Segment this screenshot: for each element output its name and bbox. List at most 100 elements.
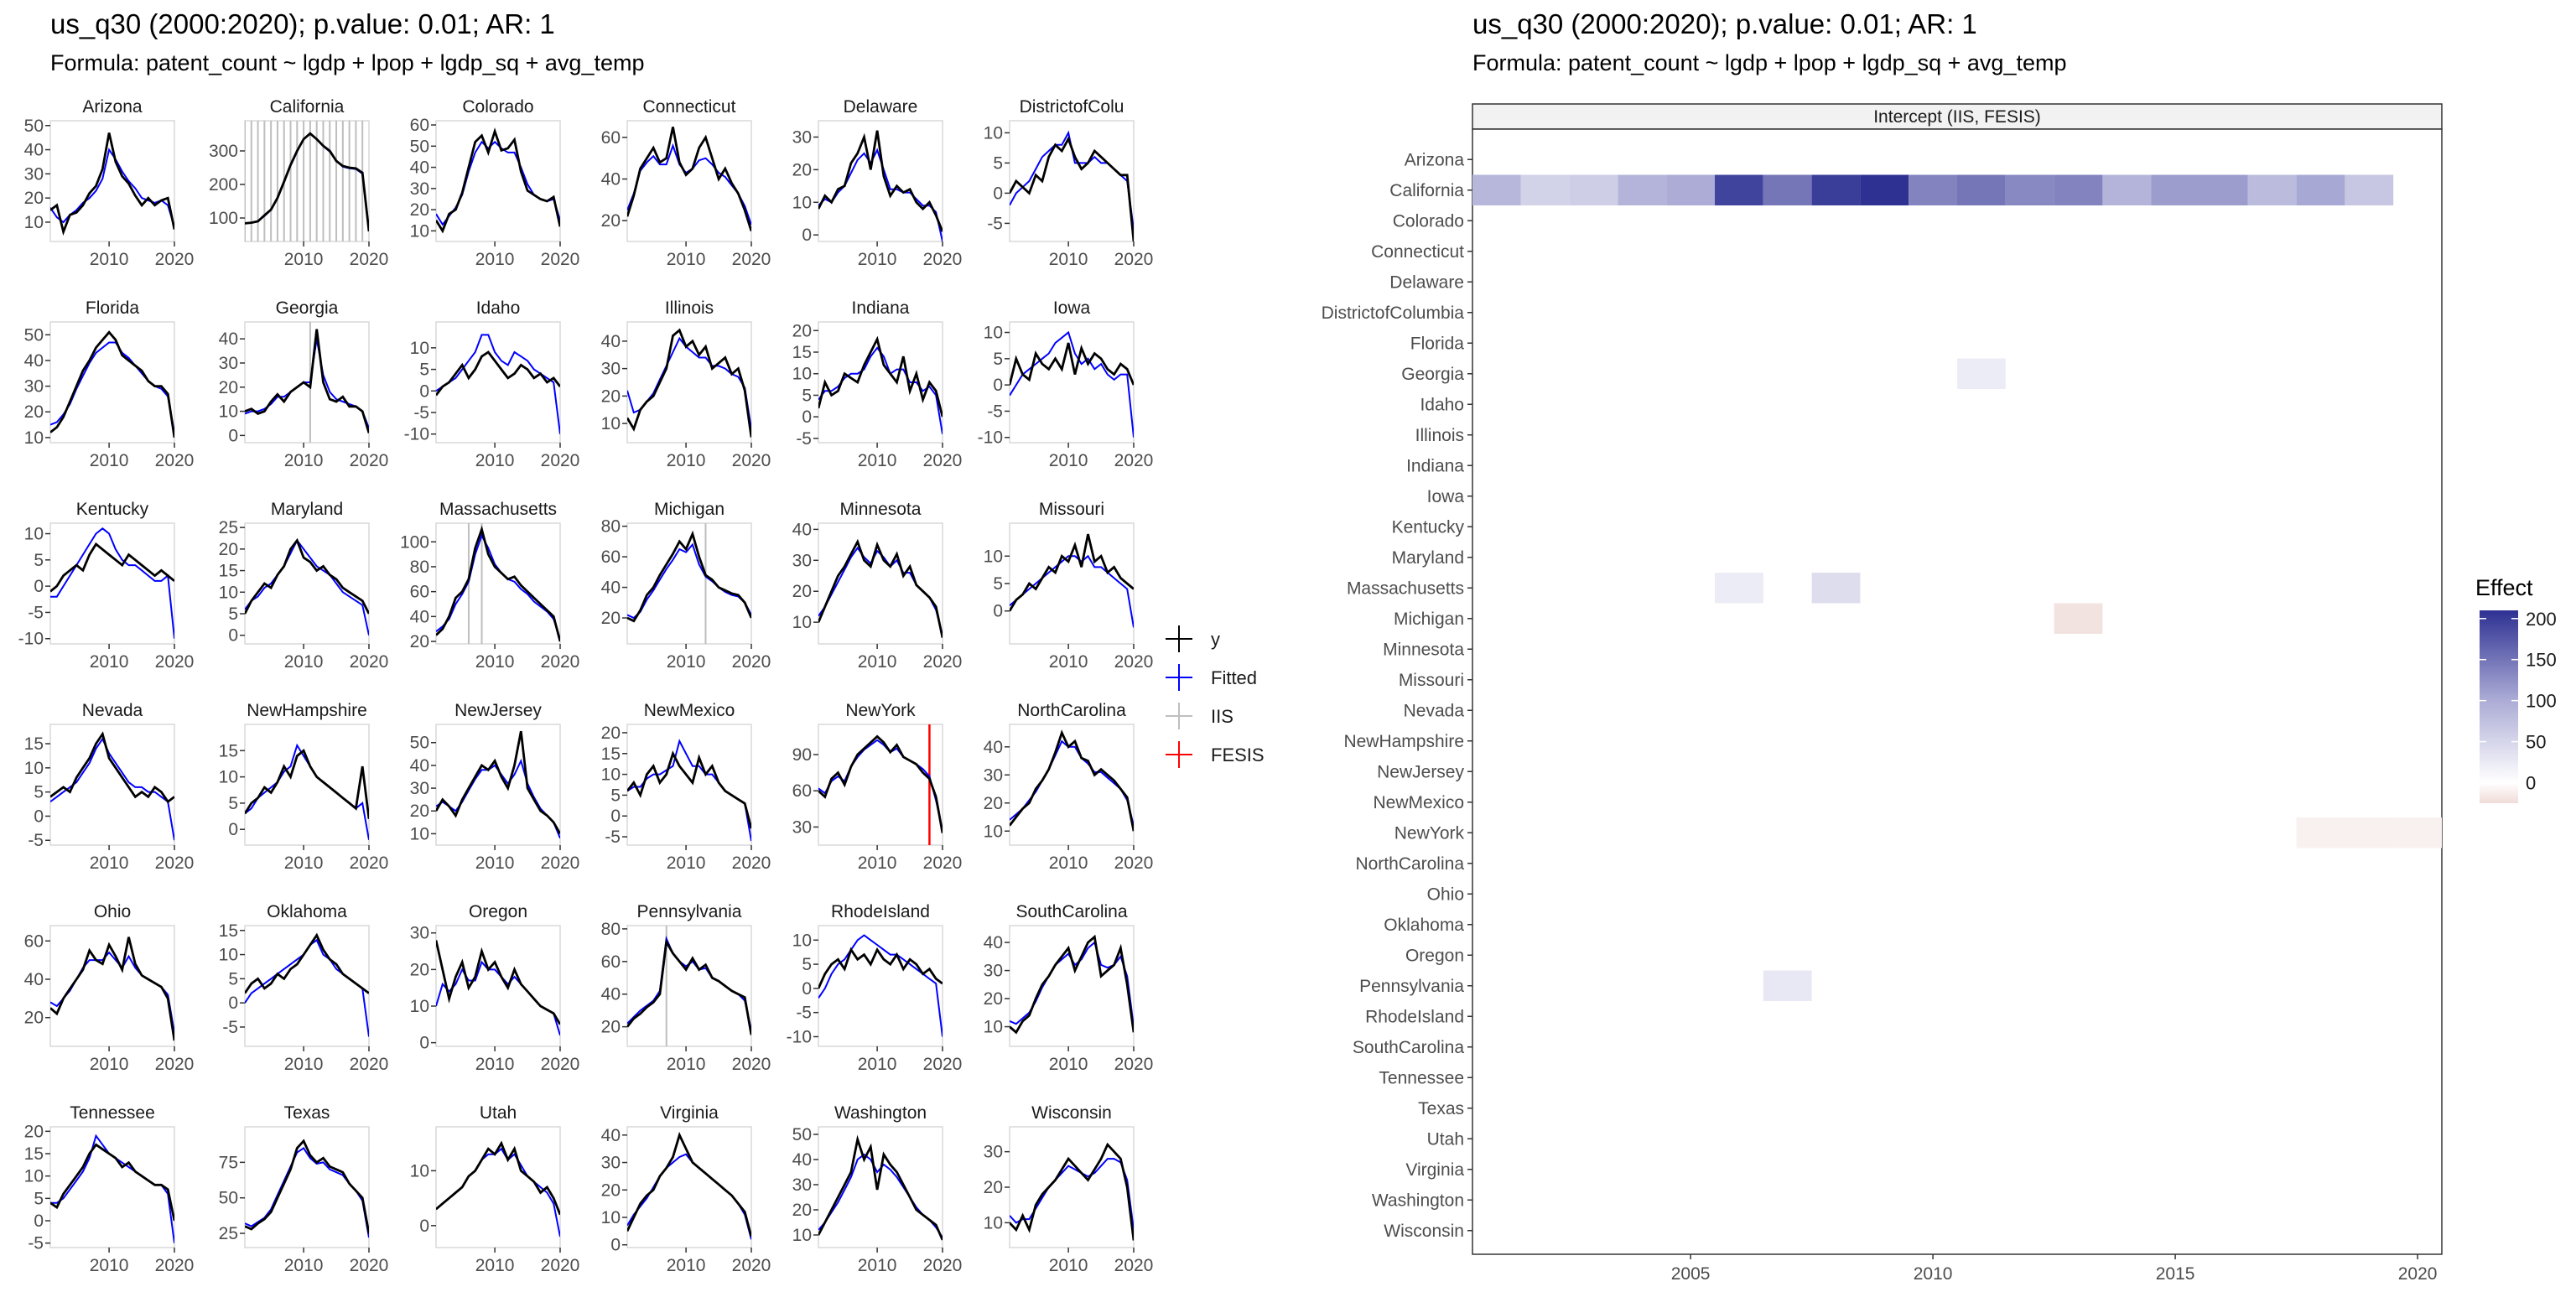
y-tick-label: -10 — [404, 425, 429, 444]
heatmap-state-label: Iowa — [1427, 487, 1465, 506]
y-tick-label: -5 — [605, 828, 621, 847]
legend-label-iis: IIS — [1211, 706, 1233, 727]
left-plot-title: us_q30 (2000:2020); p.value: 0.01; AR: 1 — [50, 8, 555, 39]
heatmap-state-label: Pennsylvania — [1359, 977, 1464, 996]
y-tick-label: 20 — [792, 160, 812, 179]
y-tick-label: 10 — [601, 414, 621, 433]
y-tick-label: 40 — [601, 985, 621, 1004]
series-legend: y Fitted IIS FESIS — [1166, 625, 1265, 768]
y-tick-label: 5 — [419, 361, 429, 380]
facet-panel: Ohio20406020102020 — [24, 902, 195, 1074]
x-tick-label: 2020 — [541, 1256, 580, 1275]
facet-panel-frame — [50, 724, 174, 845]
heatmap-state-label: Massachusetts — [1347, 579, 1464, 598]
heatmap-state-label: NewJersey — [1377, 762, 1464, 781]
y-tick-label: 20 — [24, 1009, 44, 1028]
y-tick-label: 0 — [228, 626, 238, 646]
heatmap-cell — [2248, 175, 2297, 206]
facet-strip-label: NewMexico — [644, 701, 735, 720]
y-tick-label: 90 — [792, 745, 812, 765]
facet-panel: Delaware010203020102020 — [792, 97, 963, 269]
y-tick-label: 30 — [792, 127, 812, 147]
y-tick-label: 40 — [24, 970, 44, 989]
x-tick-label: 2010 — [858, 1055, 897, 1074]
y-tick-label: 50 — [24, 325, 44, 345]
heatmap-cell — [2297, 175, 2345, 206]
heatmap-state-label: Ohio — [1427, 885, 1464, 904]
y-tick-label: 10 — [24, 1167, 44, 1186]
y-tick-label: 40 — [24, 141, 44, 160]
y-tick-label: 10 — [984, 822, 1003, 841]
y-tick-label: 60 — [792, 781, 812, 801]
facet-panel: RhodeIsland-10-5051020102020 — [787, 902, 963, 1074]
y-tick-label: 0 — [34, 577, 44, 596]
heatmap-cell — [2054, 175, 2103, 206]
heatmap-state-label: Missouri — [1399, 671, 1464, 690]
x-tick-label: 2010 — [284, 1055, 324, 1074]
y-tick-label: 10 — [410, 339, 429, 358]
y-tick-label: 0 — [419, 1034, 429, 1053]
facet-strip-label: Iowa — [1053, 298, 1091, 318]
y-tick-label: 60 — [601, 952, 621, 972]
facet-panel: NewHampshire05101520102020 — [219, 701, 389, 873]
y-tick-label: -5 — [28, 603, 44, 622]
x-tick-label: 2010 — [475, 652, 515, 672]
heatmap-state-label: Nevada — [1404, 701, 1465, 720]
heatmap-x-tick-label: 2015 — [2156, 1264, 2195, 1284]
heatmap-cell — [1763, 971, 1812, 1002]
y-tick-label: 10 — [601, 765, 621, 785]
x-tick-label: 2020 — [923, 1256, 963, 1275]
y-tick-label: 10 — [984, 123, 1003, 143]
heatmap-cell — [1521, 175, 1570, 206]
facet-panel-frame — [245, 121, 369, 241]
y-tick-label: 40 — [410, 607, 429, 626]
x-tick-label: 2020 — [350, 854, 389, 873]
y-tick-label: 60 — [410, 116, 429, 135]
facet-strip-label: Massachusetts — [439, 500, 557, 519]
y-tick-label: 40 — [792, 520, 812, 539]
y-tick-label: 15 — [219, 921, 238, 941]
facet-strip-label: DistrictofColu — [1020, 97, 1124, 117]
facet-panel-frame — [1010, 322, 1134, 443]
y-tick-label: 0 — [228, 820, 238, 839]
facet-strip-label: California — [270, 97, 345, 117]
heatmap-cell — [1909, 175, 1957, 206]
x-tick-label: 2020 — [350, 250, 389, 269]
facet-strip-label: Arizona — [82, 97, 143, 117]
heatmap-state-label: Utah — [1427, 1129, 1464, 1149]
y-tick-label: 10 — [984, 324, 1003, 343]
heatmap-cell — [2199, 175, 2248, 206]
legend-label-fitted: Fitted — [1211, 667, 1257, 688]
x-tick-label: 2010 — [1049, 1256, 1088, 1275]
facet-strip-label: Virginia — [660, 1103, 719, 1123]
y-tick-label: 100 — [209, 209, 238, 228]
facet-panel: Colorado10203040506020102020 — [410, 97, 580, 269]
y-tick-label: 40 — [601, 332, 621, 351]
facet-panel-frame — [436, 322, 560, 443]
heatmap-cell — [1618, 175, 1666, 206]
left-plot-subtitle: Formula: patent_count ~ lgdp + lpop + lg… — [50, 50, 645, 75]
heatmap-cell — [1860, 175, 1909, 206]
x-tick-label: 2010 — [90, 451, 129, 470]
y-tick-label: 10 — [410, 1161, 429, 1180]
x-tick-label: 2020 — [1114, 1055, 1154, 1074]
facet-strip-label: Utah — [480, 1103, 517, 1123]
heatmap-x-tick-label: 2005 — [1671, 1264, 1711, 1284]
heatmap-state-label: Florida — [1410, 334, 1465, 353]
x-tick-label: 2020 — [923, 1055, 963, 1074]
y-tick-label: 10 — [792, 193, 812, 212]
facet-panel: Massachusetts2040608010020102020 — [400, 500, 579, 672]
facet-panel: Virginia01020304020102020 — [601, 1103, 771, 1275]
heatmap-cell — [1957, 359, 2006, 390]
y-tick-label: 10 — [219, 768, 238, 787]
y-tick-label: 15 — [24, 1144, 44, 1164]
facet-panel-frame — [627, 724, 751, 845]
heatmap-cell — [1570, 175, 1618, 206]
heatmap-cell — [1715, 175, 1763, 206]
x-tick-label: 2020 — [732, 652, 771, 672]
y-tick-label: -5 — [796, 429, 812, 449]
y-tick-label: 20 — [601, 1180, 621, 1200]
heatmap-panel: Intercept (IIS, FESIS)ArizonaCaliforniaC… — [1322, 104, 2442, 1284]
heatmap-state-label: Maryland — [1392, 548, 1464, 568]
x-tick-label: 2010 — [475, 854, 515, 873]
